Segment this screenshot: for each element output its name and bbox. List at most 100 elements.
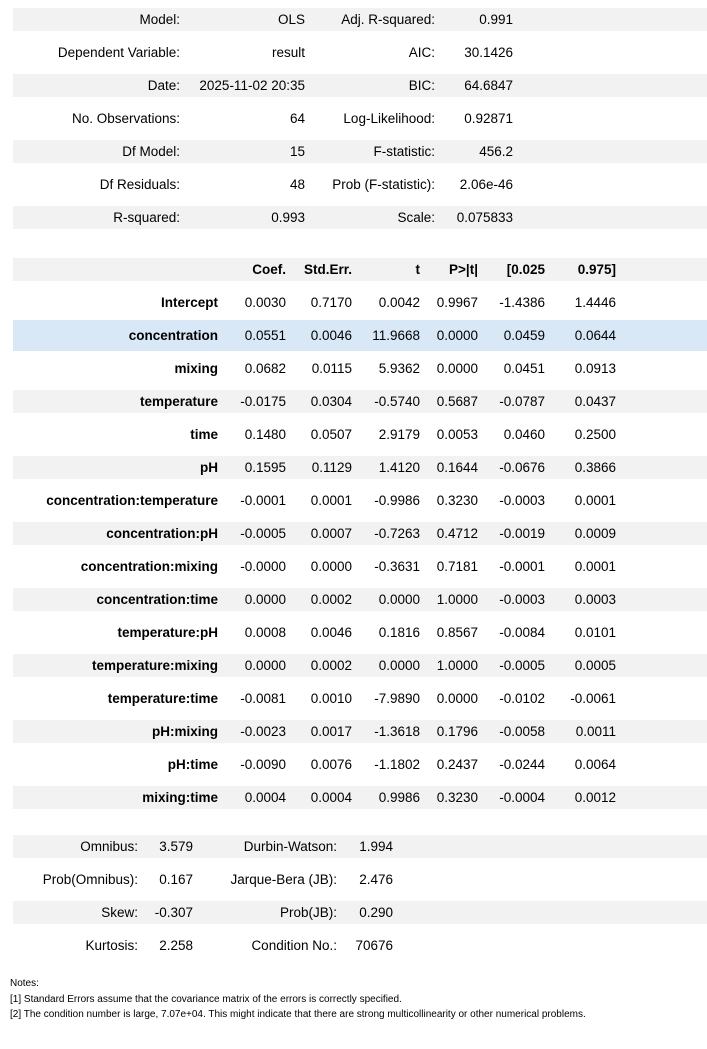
table-cell: 0.0459	[503, 328, 545, 343]
table-cell: Prob(Omnibus):	[42, 872, 138, 887]
table-cell: 0.167	[159, 872, 193, 887]
table-row: time 0.1480 0.0507 2.9179 0.0053 0.0460 0.2500	[13, 418, 707, 451]
table-row: pH 0.1595 0.1129 1.4120 0.1644 -0.0676 0.3866	[13, 451, 707, 484]
table-cell: 0.0001	[310, 493, 352, 508]
table-cell: -0.7263	[374, 526, 420, 541]
table-cell: 0.0913	[574, 361, 616, 376]
table-cell: 30.1426	[464, 45, 513, 60]
table-cell: -0.0003	[499, 493, 545, 508]
table-cell: 48	[289, 177, 305, 192]
table-cell: 0.0011	[575, 724, 616, 739]
table-cell: -0.9986	[374, 493, 420, 508]
row-label: Intercept	[160, 295, 218, 310]
table-cell: result	[271, 45, 305, 60]
table-cell: 3.579	[159, 839, 193, 854]
table-cell: 1.994	[359, 839, 393, 854]
table-cell: 70676	[355, 938, 393, 953]
table-cell: BIC:	[408, 78, 435, 93]
table-cell: 0.0010	[310, 691, 352, 706]
table-cell: 0.0046	[310, 328, 352, 343]
table-cell: Omnibus:	[80, 839, 138, 854]
table-cell: 0.7181	[436, 559, 478, 574]
table-cell: 0.075833	[456, 210, 513, 225]
row-label: mixing	[174, 361, 218, 376]
row-label: concentration:time	[96, 592, 218, 607]
row-label: concentration:pH	[106, 526, 218, 541]
notes-section: Notes: [1] Standard Errors assume that t…	[10, 976, 707, 1023]
table-cell: 0.0009	[574, 526, 616, 541]
table-cell: 2025-11-02 20:35	[199, 78, 305, 93]
table-row: Kurtosis: 2.258 Condition No.: 70676	[13, 929, 707, 962]
table-cell: 2.476	[359, 872, 393, 887]
table-cell: Adj. R-squared:	[341, 12, 435, 27]
table-cell: Durbin-Watson:	[243, 839, 337, 854]
table-row: concentration:time 0.0000 0.0002 0.0000 1.00…	[13, 583, 707, 616]
table-cell: -1.4386	[499, 295, 545, 310]
table-cell: 0.0000	[244, 658, 286, 673]
table-cell: -7.9890	[374, 691, 420, 706]
table-cell: Model:	[139, 12, 180, 27]
table-cell: -0.3631	[374, 559, 420, 574]
table-cell: -0.0005	[499, 658, 545, 673]
table-cell: 0.0002	[310, 658, 352, 673]
table-cell: 0.0551	[244, 328, 286, 343]
diagnostics-table: Omnibus: 3.579 Durbin-Watson: 1.994 Prob(Omn…	[13, 830, 707, 962]
table-cell: -1.3618	[374, 724, 420, 739]
table-cell: -0.0001	[499, 559, 545, 574]
table-cell: 0.2500	[574, 427, 616, 442]
table-cell: 0.1796	[436, 724, 478, 739]
table-row: concentration:temperature -0.0001 0.0001 -0…	[13, 484, 707, 517]
table-cell: 0.0064	[574, 757, 616, 772]
note-2: [2] The condition number is large, 7.07e…	[10, 1009, 586, 1020]
table-row: R-squared: 0.993 Scale: 0.075833	[13, 201, 707, 234]
row-label: concentration:mixing	[80, 559, 218, 574]
table-row: No. Observations: 64 Log-Likelihood: 0.9287…	[13, 102, 707, 135]
table-cell: 0.3230	[436, 790, 478, 805]
table-cell: 1.0000	[436, 658, 478, 673]
table-cell: 0.0001	[574, 493, 616, 508]
header-row: Coef. Std.Err. t P>|t| [0.025 0.975]	[13, 253, 707, 286]
table-row: Date: 2025-11-02 20:35 BIC: 64.6847	[13, 69, 707, 102]
table-cell: AIC:	[408, 45, 435, 60]
table-cell: 0.991	[479, 12, 513, 27]
table-row: Df Residuals: 48 Prob (F-statistic): 2.06e-…	[13, 168, 707, 201]
table-row: Dependent Variable: result AIC: 30.1426	[13, 36, 707, 69]
table-cell: 0.4712	[436, 526, 478, 541]
table-cell: Prob (F-statistic):	[332, 177, 435, 192]
table-row: Prob(Omnibus): 0.167 Jarque-Bera (JB): 2.47…	[13, 863, 707, 896]
row-label: temperature:mixing	[91, 658, 218, 673]
ols-regression-summary: Model: OLS Adj. R-squared: 0.991 Dependent V…	[0, 3, 707, 1023]
table-cell: 0.290	[359, 905, 393, 920]
table-row: temperature:pH 0.0008 0.0046 0.1816 0.8567 -0…	[13, 616, 707, 649]
table-cell: -0.307	[154, 905, 193, 920]
column-header: [0.025	[506, 262, 545, 277]
table-cell: Df Model:	[122, 144, 180, 159]
table-row: Intercept 0.0030 0.7170 0.0042 0.9967 -1.4386…	[13, 286, 707, 319]
table-cell: 0.0000	[244, 592, 286, 607]
column-header: 0.975]	[577, 262, 616, 277]
table-cell: 0.5687	[436, 394, 478, 409]
table-cell: 0.0003	[574, 592, 616, 607]
table-row: temperature -0.0175 0.0304 -0.5740 0.5687 -0.…	[13, 385, 707, 418]
table-cell: 0.0008	[244, 625, 286, 640]
table-cell: 64.6847	[464, 78, 513, 93]
table-row: pH:mixing -0.0023 0.0017 -1.3618 0.1796 -0.00…	[13, 715, 707, 748]
table-cell: 0.0005	[574, 658, 616, 673]
table-cell: 0.0304	[310, 394, 352, 409]
column-header: Coef.	[252, 262, 286, 277]
table-cell: -0.0058	[499, 724, 545, 739]
table-row: Df Model: 15 F-statistic: 456.2	[13, 135, 707, 168]
table-cell: Df Residuals:	[99, 177, 180, 192]
table-cell: -0.0787	[499, 394, 545, 409]
column-header: P>|t|	[449, 262, 478, 277]
table-cell: 0.0115	[311, 361, 352, 376]
table-cell: Date:	[147, 78, 180, 93]
row-label: temperature:time	[107, 691, 218, 706]
table-cell: Kurtosis:	[85, 938, 138, 953]
table-cell: -0.0023	[240, 724, 286, 739]
table-cell: 0.9967	[436, 295, 478, 310]
table-cell: 0.0451	[503, 361, 545, 376]
table-cell: 2.06e-46	[459, 177, 513, 192]
row-label: temperature	[139, 394, 218, 409]
table-cell: 0.0644	[574, 328, 616, 343]
